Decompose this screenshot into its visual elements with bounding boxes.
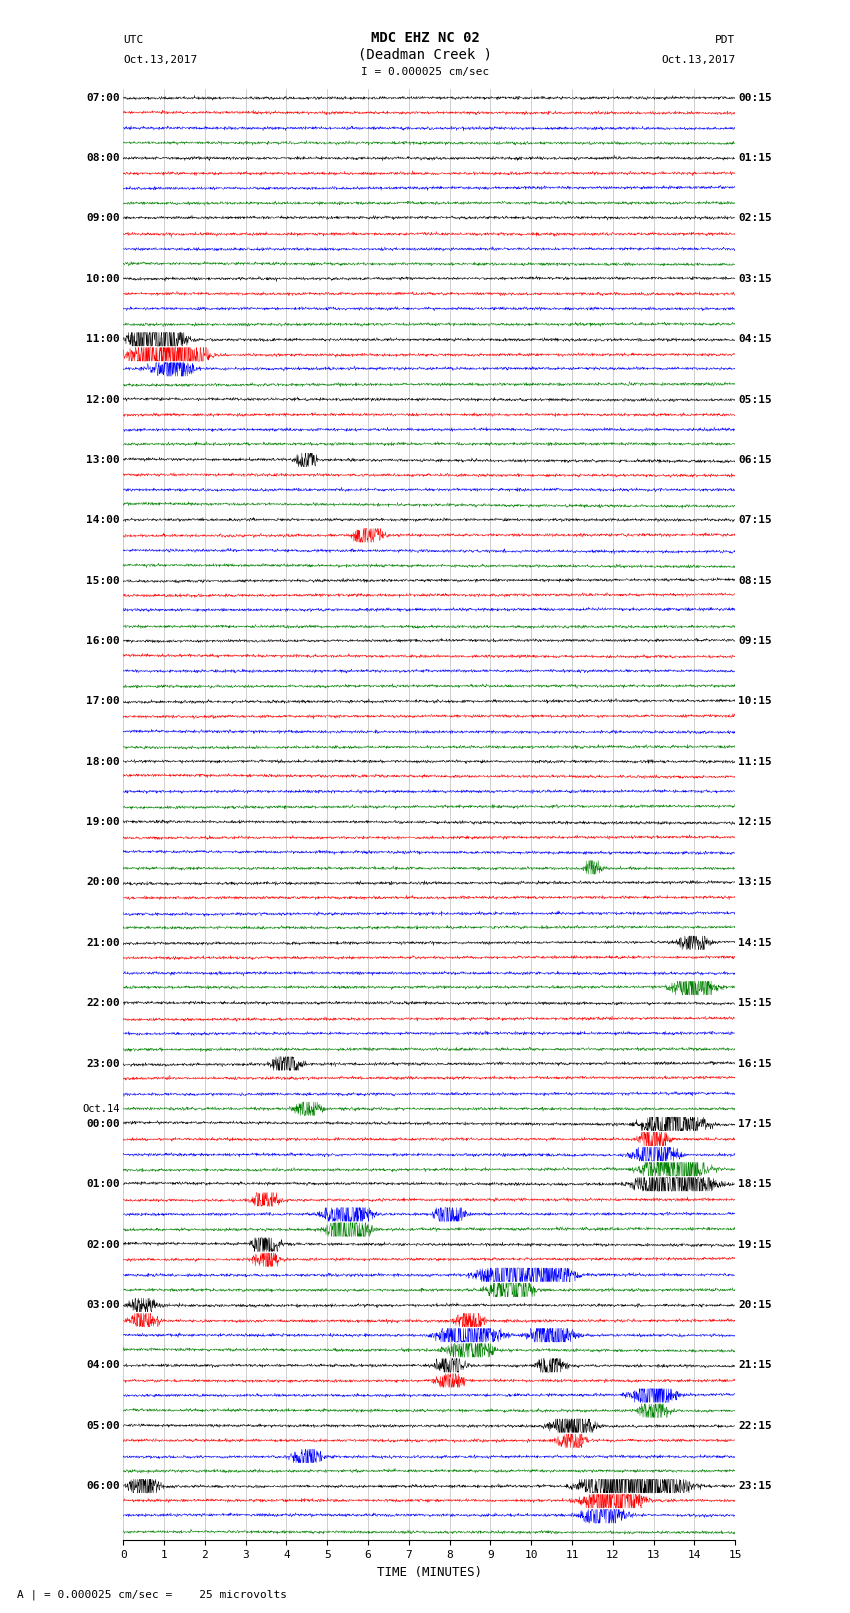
Text: 00:00: 00:00	[87, 1119, 120, 1129]
Text: PDT: PDT	[715, 35, 735, 45]
Text: 05:15: 05:15	[739, 395, 772, 405]
Text: 12:15: 12:15	[739, 818, 772, 827]
Text: 23:15: 23:15	[739, 1481, 772, 1490]
Text: 04:00: 04:00	[87, 1360, 120, 1371]
Text: 08:15: 08:15	[739, 576, 772, 586]
Text: 15:00: 15:00	[87, 576, 120, 586]
X-axis label: TIME (MINUTES): TIME (MINUTES)	[377, 1566, 482, 1579]
Text: 05:00: 05:00	[87, 1421, 120, 1431]
Text: 14:15: 14:15	[739, 937, 772, 948]
Text: 18:15: 18:15	[739, 1179, 772, 1189]
Text: 23:00: 23:00	[87, 1058, 120, 1068]
Text: 15:15: 15:15	[739, 998, 772, 1008]
Text: Oct.14: Oct.14	[82, 1103, 120, 1115]
Text: 09:15: 09:15	[739, 636, 772, 647]
Text: 12:00: 12:00	[87, 395, 120, 405]
Text: 21:15: 21:15	[739, 1360, 772, 1371]
Text: 19:15: 19:15	[739, 1240, 772, 1250]
Text: UTC: UTC	[123, 35, 144, 45]
Text: I = 0.000025 cm/sec: I = 0.000025 cm/sec	[361, 68, 489, 77]
Text: Oct.13,2017: Oct.13,2017	[661, 55, 735, 65]
Text: 17:00: 17:00	[87, 697, 120, 706]
Text: 22:15: 22:15	[739, 1421, 772, 1431]
Text: 01:00: 01:00	[87, 1179, 120, 1189]
Text: 10:00: 10:00	[87, 274, 120, 284]
Text: 08:00: 08:00	[87, 153, 120, 163]
Text: 02:00: 02:00	[87, 1240, 120, 1250]
Text: 06:15: 06:15	[739, 455, 772, 465]
Text: 13:15: 13:15	[739, 877, 772, 887]
Text: MDC EHZ NC 02: MDC EHZ NC 02	[371, 31, 479, 45]
Text: 11:15: 11:15	[739, 756, 772, 766]
Text: 18:00: 18:00	[87, 756, 120, 766]
Text: 14:00: 14:00	[87, 515, 120, 526]
Text: 17:15: 17:15	[739, 1119, 772, 1129]
Text: 07:00: 07:00	[87, 94, 120, 103]
Text: 04:15: 04:15	[739, 334, 772, 344]
Text: Oct.13,2017: Oct.13,2017	[123, 55, 197, 65]
Text: 20:15: 20:15	[739, 1300, 772, 1310]
Text: 03:00: 03:00	[87, 1300, 120, 1310]
Text: 03:15: 03:15	[739, 274, 772, 284]
Text: 00:15: 00:15	[739, 94, 772, 103]
Text: 21:00: 21:00	[87, 937, 120, 948]
Text: 02:15: 02:15	[739, 213, 772, 224]
Text: 19:00: 19:00	[87, 818, 120, 827]
Text: A | = 0.000025 cm/sec =    25 microvolts: A | = 0.000025 cm/sec = 25 microvolts	[17, 1589, 287, 1600]
Text: 16:00: 16:00	[87, 636, 120, 647]
Text: (Deadman Creek ): (Deadman Creek )	[358, 47, 492, 61]
Text: 06:00: 06:00	[87, 1481, 120, 1490]
Text: 11:00: 11:00	[87, 334, 120, 344]
Text: 01:15: 01:15	[739, 153, 772, 163]
Text: 10:15: 10:15	[739, 697, 772, 706]
Text: 07:15: 07:15	[739, 515, 772, 526]
Text: 22:00: 22:00	[87, 998, 120, 1008]
Text: 16:15: 16:15	[739, 1058, 772, 1068]
Text: 09:00: 09:00	[87, 213, 120, 224]
Text: 20:00: 20:00	[87, 877, 120, 887]
Text: 13:00: 13:00	[87, 455, 120, 465]
